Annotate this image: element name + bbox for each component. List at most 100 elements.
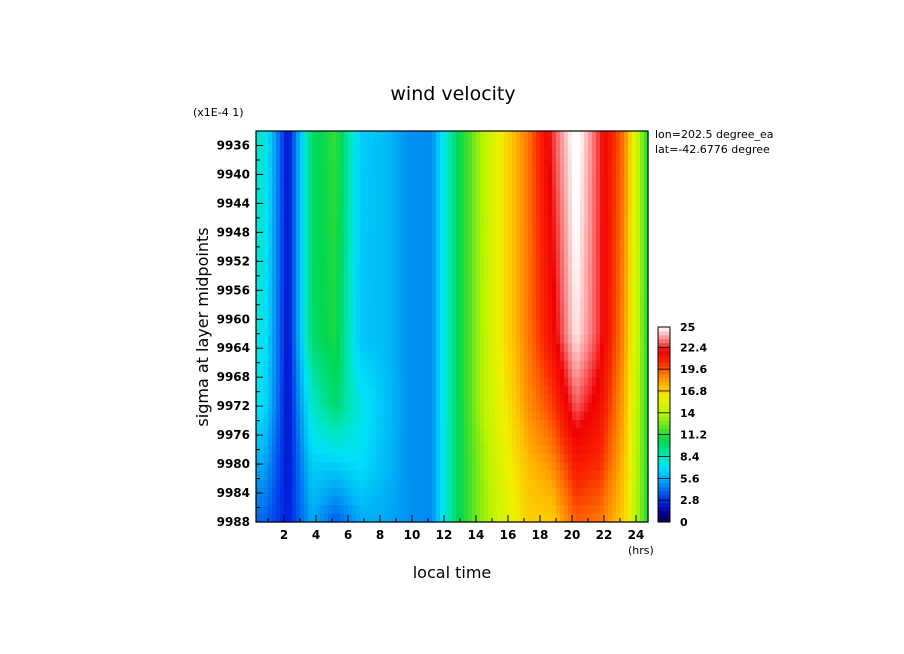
heatmap-cell xyxy=(272,352,277,362)
heatmap-cell xyxy=(540,250,545,260)
heatmap-cell xyxy=(396,292,401,302)
heatmap-cell xyxy=(388,182,393,192)
heatmap-cell xyxy=(456,352,461,362)
heatmap-cell xyxy=(460,505,465,515)
heatmap-cell xyxy=(536,224,541,234)
heatmap-cell xyxy=(548,369,553,379)
heatmap-cell xyxy=(336,233,341,243)
heatmap-cell xyxy=(444,428,449,438)
heatmap-cell xyxy=(328,513,333,523)
heatmap-cell xyxy=(560,326,565,336)
heatmap-cell xyxy=(344,394,349,404)
heatmap-cell xyxy=(440,250,445,260)
heatmap-cell xyxy=(392,369,397,379)
heatmap-cell xyxy=(360,454,365,464)
heatmap-cell xyxy=(344,139,349,149)
heatmap-cell xyxy=(292,241,297,251)
heatmap-cell xyxy=(400,360,405,370)
heatmap-cell xyxy=(616,241,621,251)
heatmap-cell xyxy=(424,139,429,149)
heatmap-cell xyxy=(340,403,345,413)
heatmap-cell xyxy=(556,360,561,370)
heatmap-cell xyxy=(552,156,557,166)
heatmap-cell xyxy=(272,139,277,149)
heatmap-cell xyxy=(520,454,525,464)
heatmap-cell xyxy=(504,139,509,149)
heatmap-cell xyxy=(332,292,337,302)
heatmap-cell xyxy=(616,258,621,268)
heatmap-cell xyxy=(272,131,277,141)
heatmap-cell xyxy=(480,139,485,149)
heatmap-cell xyxy=(292,462,297,472)
heatmap-cell xyxy=(272,496,277,506)
heatmap-cell xyxy=(328,156,333,166)
heatmap-cell xyxy=(500,207,505,217)
heatmap-cell xyxy=(312,148,317,158)
heatmap-cell xyxy=(440,420,445,430)
heatmap-cell xyxy=(284,513,289,523)
heatmap-cell xyxy=(352,462,357,472)
heatmap-cell xyxy=(464,275,469,285)
heatmap-cell xyxy=(388,369,393,379)
heatmap-cell xyxy=(620,224,625,234)
heatmap-cell xyxy=(300,471,305,481)
heatmap-cell xyxy=(444,156,449,166)
heatmap-cell xyxy=(416,394,421,404)
heatmap-cell xyxy=(288,173,293,183)
heatmap-cell xyxy=(508,360,513,370)
heatmap-cell xyxy=(524,318,529,328)
heatmap-cell xyxy=(584,428,589,438)
heatmap-cell xyxy=(360,420,365,430)
heatmap-cell xyxy=(600,309,605,319)
heatmap-cell xyxy=(636,199,641,209)
heatmap-cell xyxy=(540,258,545,268)
heatmap-cell xyxy=(640,471,645,481)
heatmap-cell xyxy=(436,479,441,489)
heatmap-cell xyxy=(468,496,473,506)
heatmap-cell xyxy=(512,199,517,209)
heatmap-cell xyxy=(460,386,465,396)
heatmap-cell xyxy=(288,250,293,260)
heatmap-cell xyxy=(484,369,489,379)
heatmap-cell xyxy=(256,267,261,277)
heatmap-cell xyxy=(316,173,321,183)
heatmap-cell xyxy=(572,513,577,523)
heatmap-cell xyxy=(600,403,605,413)
heatmap-cell xyxy=(308,292,313,302)
heatmap-cell xyxy=(476,182,481,192)
heatmap-cell xyxy=(408,173,413,183)
heatmap-cell xyxy=(536,207,541,217)
heatmap-cell xyxy=(632,454,637,464)
heatmap-cell xyxy=(404,182,409,192)
heatmap-cell xyxy=(592,284,597,294)
heatmap-cell xyxy=(544,233,549,243)
heatmap-cell xyxy=(628,165,633,175)
heatmap-cell xyxy=(552,190,557,200)
heatmap-cell xyxy=(560,267,565,277)
heatmap-cell xyxy=(556,471,561,481)
heatmap-cell xyxy=(316,326,321,336)
heatmap-cell xyxy=(624,386,629,396)
heatmap-cell xyxy=(380,241,385,251)
heatmap-cell xyxy=(448,190,453,200)
heatmap-cell xyxy=(436,301,441,311)
heatmap-cell xyxy=(404,292,409,302)
heatmap-cell xyxy=(536,360,541,370)
heatmap-cell xyxy=(416,292,421,302)
heatmap-cell xyxy=(296,241,301,251)
heatmap-cell xyxy=(568,394,573,404)
heatmap-cell xyxy=(476,420,481,430)
heatmap-cell xyxy=(388,377,393,387)
heatmap-cell xyxy=(488,428,493,438)
heatmap-cell xyxy=(288,190,293,200)
heatmap-cell xyxy=(612,139,617,149)
heatmap-cell xyxy=(420,479,425,489)
heatmap-cell xyxy=(480,301,485,311)
heatmap-cell xyxy=(408,403,413,413)
heatmap-cell xyxy=(492,360,497,370)
heatmap-cell xyxy=(412,496,417,506)
heatmap-cell xyxy=(340,292,345,302)
heatmap-cell xyxy=(312,479,317,489)
heatmap-cell xyxy=(556,148,561,158)
heatmap-cell xyxy=(464,428,469,438)
